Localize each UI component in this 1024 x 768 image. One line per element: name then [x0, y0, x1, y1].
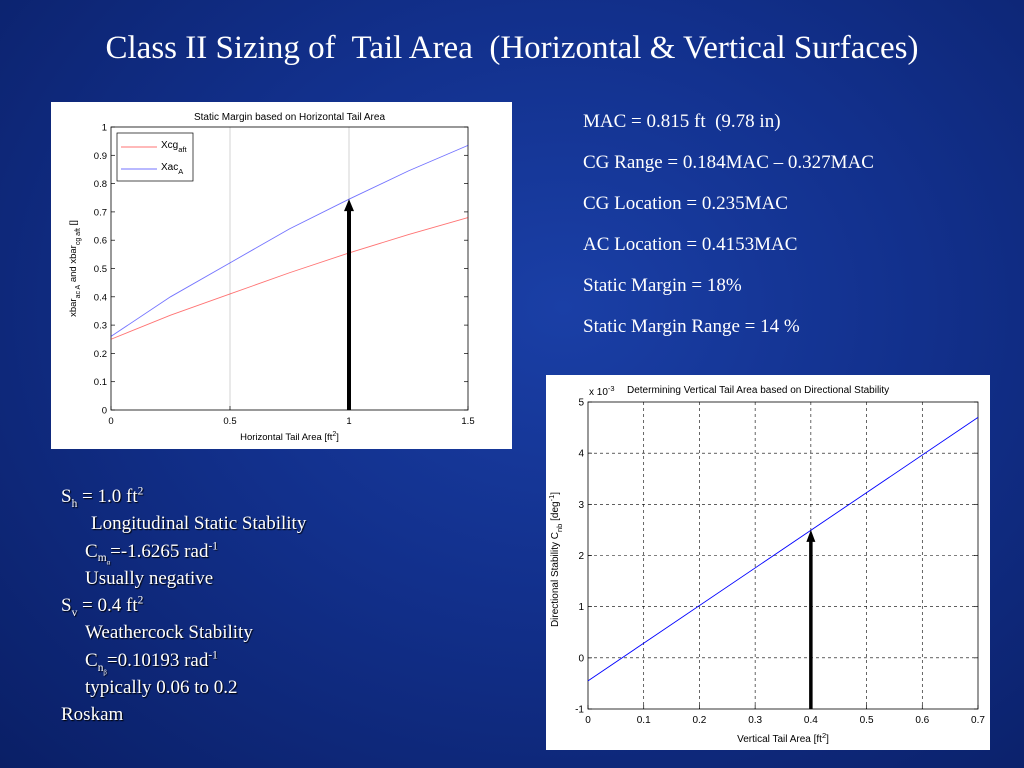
horizontal-tail-chart-svg: 0 0.1 0.2 0.3 0.4 0.5 0.6 0.7 0.8 0.9 1 0 0.5 1 1.5 Xcg… — [68, 112, 475, 443]
x-tick-label: 0.7 — [971, 715, 985, 726]
legend-label: Xcgaft — [161, 140, 187, 154]
arrow-head — [806, 529, 816, 542]
chart-title: Static Margin based on Horizontal Tail A… — [194, 112, 385, 123]
note-weathercock: Weathercock Stability — [85, 622, 253, 644]
x-tick-label: 0 — [108, 416, 113, 427]
legend-box — [116, 132, 194, 182]
legend-label: XacA — [161, 162, 183, 176]
y-tick-label: -1 — [575, 705, 584, 716]
vertical-tail-chart: -1 0 1 2 3 4 5 0 0.1 0.2 0.3 0.4 0.5 0.6 0.7 x 10-3 Dete… — [546, 375, 990, 750]
note-sh: Sh = 1.0 ft2 — [61, 485, 144, 510]
info-cg-location: CG Location = 0.235MAC — [583, 193, 788, 214]
legend: Xcgaft XacA — [116, 132, 194, 182]
y-axis-label: Directional Stability Cnb [deg-1] — [547, 492, 564, 627]
y-tick-label: 0 — [578, 653, 584, 664]
x-tick-label: 0.4 — [804, 715, 818, 726]
arrow-head — [344, 199, 354, 212]
y-tick-label: 0.3 — [94, 321, 107, 332]
x-tick-label: 1.5 — [461, 416, 474, 427]
y-tick-label: 4 — [578, 449, 584, 460]
stability-notes: Sh = 1.0 ft2 Longitudinal Static Stabili… — [61, 483, 306, 729]
x-tick-label: 0.5 — [223, 416, 236, 427]
y-tick-label: 0 — [102, 406, 107, 417]
y-tick-label: 1 — [578, 602, 584, 613]
note-sv: Sv = 0.4 ft2 — [61, 594, 144, 619]
info-static-margin-range: Static Margin Range = 14 % — [583, 316, 800, 337]
note-cm-alpha: Cmα=-1.6265 rad-1 — [85, 540, 218, 567]
y-tick-label: 0.7 — [94, 207, 107, 218]
note-cm-usually-negative: Usually negative — [85, 567, 214, 589]
slide-title: Class II Sizing of Tail Area (Horizontal… — [105, 30, 919, 66]
y-tick-label: 5 — [578, 398, 584, 409]
y-tick-label: 1 — [102, 123, 107, 134]
y-tick-label: 2 — [578, 551, 584, 562]
y-tick-label: 0.4 — [94, 292, 107, 303]
y-tick-label: 0.8 — [94, 179, 107, 190]
info-ac-location: AC Location = 0.4153MAC — [583, 234, 798, 255]
x-axis-label: Horizontal Tail Area [ft2] — [240, 431, 339, 443]
y-tick-label: 0.5 — [94, 264, 107, 275]
x-axis-label: Vertical Tail Area [ft2] — [737, 731, 829, 745]
series-line-xcg — [110, 217, 469, 340]
chart-title: Determining Vertical Tail Area based on … — [627, 385, 889, 396]
note-longitudinal: Longitudinal Static Stability — [91, 513, 307, 535]
exponent-label: x 10-3 — [589, 384, 615, 398]
x-tick-label: 0.3 — [748, 715, 762, 726]
note-cn-beta: Cnβ=0.10193 rad-1 — [85, 649, 218, 676]
y-tick-label: 0.6 — [94, 236, 107, 247]
info-mac: MAC = 0.815 ft (9.78 in) — [583, 111, 781, 132]
x-tick-label: 0 — [585, 715, 591, 726]
y-tick-label: 0.9 — [94, 151, 107, 162]
info-cg-range: CG Range = 0.184MAC – 0.327MAC — [583, 152, 874, 173]
note-cn-typical: typically 0.06 to 0.2 — [85, 677, 238, 699]
sizing-info-list: MAC = 0.815 ft (9.78 in) CG Range = 0.18… — [583, 108, 874, 354]
x-tick-label: 0.1 — [637, 715, 651, 726]
note-source: Roskam — [61, 704, 124, 726]
series-line-directional-stability — [587, 416, 979, 682]
horizontal-tail-chart: 0 0.1 0.2 0.3 0.4 0.5 0.6 0.7 0.8 0.9 1 0 0.5 1 1.5 Xcg… — [51, 102, 512, 449]
y-tick-label: 3 — [578, 500, 584, 511]
x-tick-label: 0.2 — [692, 715, 706, 726]
y-axis-label: xbarac A and xbarcg aft [] — [68, 220, 82, 317]
y-tick-label: 0.2 — [94, 349, 107, 360]
info-static-margin: Static Margin = 18% — [583, 275, 742, 296]
x-tick-label: 0.5 — [860, 715, 874, 726]
x-tick-label: 0.6 — [915, 715, 929, 726]
y-tick-label: 0.1 — [94, 377, 107, 388]
x-tick-label: 1 — [346, 416, 351, 427]
series-line-xac — [110, 144, 469, 337]
